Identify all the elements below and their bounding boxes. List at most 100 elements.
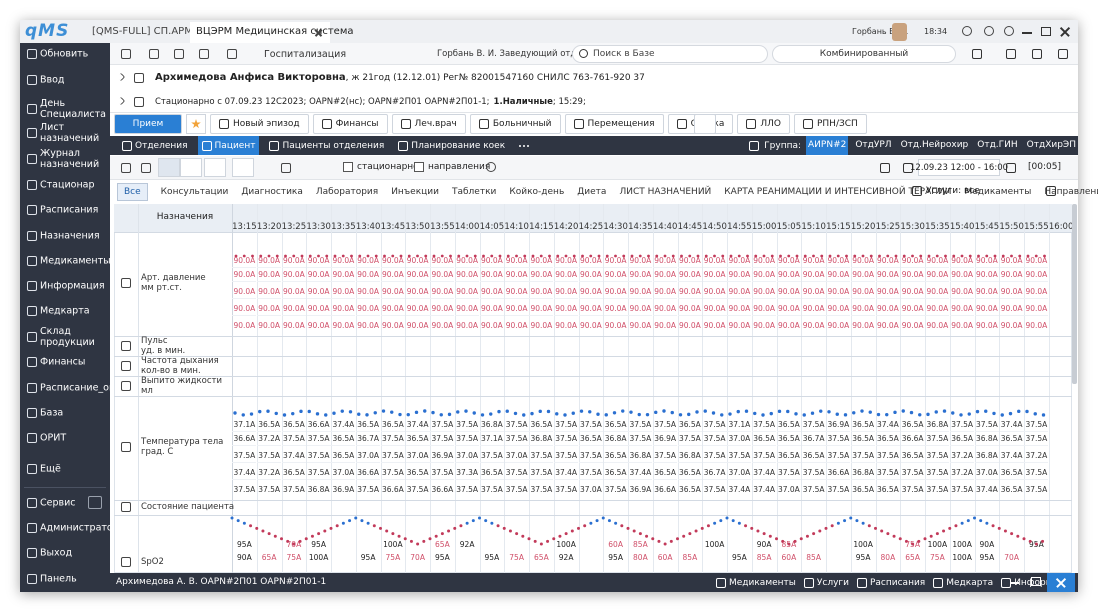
group[interactable]: Отд.Нейрохир: [900, 140, 969, 150]
restore[interactable]: [1041, 27, 1051, 36]
nav-item[interactable]: Пациенты отделения: [265, 136, 388, 155]
sidebar-item[interactable]: База: [40, 407, 64, 419]
sidebar-item[interactable]: Информация: [40, 280, 105, 292]
cell-value: 90.0А: [233, 287, 256, 296]
action-button[interactable]: ЛЛО: [737, 114, 790, 134]
status-minimize[interactable]: [1010, 582, 1019, 584]
sidebar-item[interactable]: Медикаменты: [40, 255, 111, 267]
group[interactable]: ОтдХирЭП: [1026, 140, 1076, 150]
cell-value: 90.0А: [1000, 256, 1023, 265]
sidebar-item[interactable]: Журнал назначений: [40, 148, 100, 170]
range-box[interactable]: 12.09.23 12:00 - 16:00: [910, 159, 1008, 176]
icon: [27, 332, 37, 342]
tab[interactable]: Консультации: [160, 186, 229, 197]
sidebar-item[interactable]: Лист назначений: [40, 122, 100, 144]
mode-box[interactable]: Комбинированный: [772, 45, 956, 63]
tab[interactable]: Все: [117, 182, 148, 201]
group[interactable]: Отд.ГИН: [977, 140, 1018, 150]
action-button[interactable]: Новый эпизод: [210, 114, 309, 134]
view-button[interactable]: [180, 158, 202, 177]
cell-line: [677, 431, 702, 432]
sidebar-item[interactable]: Назначения: [40, 230, 100, 242]
sidebar-item[interactable]: Стационар: [40, 179, 95, 191]
sidebar-item[interactable]: Медкарта: [40, 305, 90, 317]
group[interactable]: АИРN#2: [806, 136, 849, 155]
sidebar-item[interactable]: Расписание_опера: [40, 382, 133, 394]
cell-value: 75А: [286, 553, 302, 562]
cell-value: 95А: [855, 553, 871, 562]
sidebar-item[interactable]: Расписания: [40, 204, 99, 216]
col-line: [355, 204, 357, 573]
sidebar-dropdown[interactable]: [88, 496, 102, 509]
minimize[interactable]: [1022, 32, 1032, 34]
nav-item[interactable]: Отделения: [118, 136, 192, 155]
action-button[interactable]: Перемещения: [564, 114, 664, 134]
tab[interactable]: Койко-день: [509, 186, 565, 197]
tab[interactable]: Медикаменты: [964, 186, 1032, 197]
action-button[interactable]: Прием: [114, 114, 182, 134]
hospitalization[interactable]: Госпитализация: [264, 49, 347, 60]
cell-line: [430, 431, 455, 432]
cell-line: [578, 298, 603, 299]
sidebar-item[interactable]: День Специалиста: [40, 98, 106, 120]
status-link[interactable]: Расписания: [856, 577, 925, 588]
cell-value: 37.4А: [555, 468, 578, 477]
checkbox[interactable]: [343, 162, 353, 172]
tab[interactable]: Инъекции: [391, 186, 439, 197]
action-button[interactable]: Больничный: [469, 114, 561, 134]
tab[interactable]: Диета: [577, 186, 607, 197]
status-close[interactable]: [1047, 573, 1075, 592]
cell-line: [900, 479, 925, 480]
play-button[interactable]: [694, 114, 716, 134]
cell-value: 90.0А: [678, 304, 701, 313]
status-link[interactable]: Медкарта: [933, 577, 993, 588]
sidebar-item[interactable]: Обновить: [40, 48, 89, 60]
tab-title: ВЦЭРМ Медицинская система: [196, 26, 354, 37]
action-button[interactable]: Леч.врач: [391, 114, 466, 134]
tab[interactable]: Таблетки: [451, 186, 497, 197]
group[interactable]: ОтдУРЛ: [855, 140, 892, 150]
sidebar-item[interactable]: Финансы: [40, 356, 86, 368]
step[interactable]: [00:05]: [1028, 162, 1061, 172]
sidebar-item[interactable]: Администратор: [40, 522, 119, 534]
cell-line: [875, 479, 900, 480]
nav-item[interactable]: Пациент: [197, 136, 260, 155]
status-link[interactable]: Медикаменты: [716, 577, 796, 588]
favorite[interactable]: [186, 114, 206, 134]
status-link[interactable]: Услуги: [803, 577, 849, 588]
nav-item[interactable]: Планирование коек: [394, 136, 509, 155]
view-button[interactable]: [158, 158, 180, 177]
status-restore[interactable]: [1031, 577, 1041, 586]
sidebar-item[interactable]: Склад продукции: [40, 326, 95, 348]
cell-line: [900, 445, 925, 446]
cell-value: 90.0А: [282, 304, 305, 313]
sidebar-item[interactable]: Ещё: [40, 463, 61, 475]
tab-active[interactable]: ВЦЭРМ Медицинская система: [190, 22, 354, 43]
sidebar-item[interactable]: Выход: [40, 547, 73, 559]
sidebar-item[interactable]: Панель: [40, 573, 77, 585]
checkbox[interactable]: [414, 162, 424, 172]
view-button[interactable]: [232, 158, 254, 177]
tab[interactable]: Лаборатория: [315, 186, 379, 197]
cell-line: [851, 281, 876, 282]
search-box[interactable]: Поиск в Базе: [572, 45, 768, 63]
cell-value: 37.2А: [1025, 451, 1048, 460]
cell-line: [578, 479, 603, 480]
cell-line: [479, 445, 504, 446]
services-filter[interactable]: Услуги: все: [926, 186, 980, 196]
action-button[interactable]: Финансы: [312, 114, 388, 134]
tab[interactable]: [QMS-FULL] СП.АРМ Реестр: [92, 26, 233, 37]
sidebar-item[interactable]: ОРИТ: [40, 432, 67, 444]
tab[interactable]: Диагностика: [241, 186, 303, 197]
cell-line: [281, 315, 306, 316]
cell-value: 90.0А: [926, 256, 949, 265]
tab[interactable]: Направления: [1044, 186, 1098, 197]
tab[interactable]: ЛИСТ НАЗНАЧЕНИЙ: [619, 186, 712, 197]
view-button[interactable]: [204, 158, 226, 177]
sidebar-item[interactable]: Сервис: [40, 497, 76, 509]
action-button[interactable]: РПН/ЗСП: [793, 114, 867, 134]
cell-line: [677, 267, 702, 268]
tab[interactable]: КАРТА РЕАНИМАЦИИ И ИНТЕНСИВНОЙ ТЕРАПИИ: [724, 186, 952, 197]
cell-value: 70А: [1004, 553, 1019, 562]
sidebar-item[interactable]: Ввод: [40, 74, 65, 86]
